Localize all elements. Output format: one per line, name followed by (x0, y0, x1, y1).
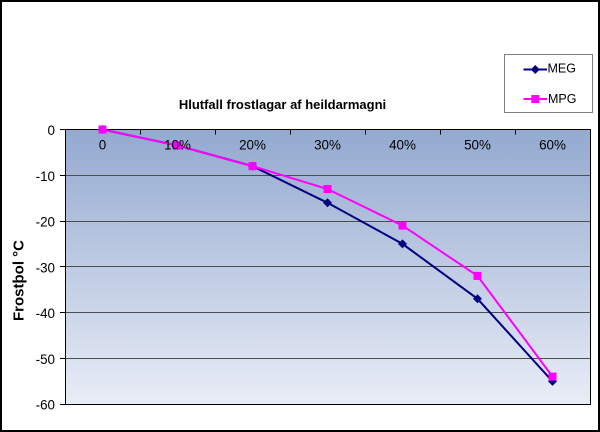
svg-text:-20: -20 (36, 215, 55, 230)
svg-text:30%: 30% (314, 138, 341, 153)
svg-text:50%: 50% (464, 138, 491, 153)
svg-text:0: 0 (48, 123, 55, 138)
svg-text:-50: -50 (36, 352, 55, 367)
svg-text:-60: -60 (36, 398, 55, 413)
svg-text:Frostþol °C: Frostþol °C (11, 240, 28, 321)
svg-text:-40: -40 (36, 306, 55, 321)
svg-text:-30: -30 (36, 260, 55, 275)
svg-text:MEG: MEG (548, 62, 576, 76)
svg-text:10%: 10% (164, 138, 191, 153)
svg-text:20%: 20% (239, 138, 266, 153)
svg-text:60%: 60% (539, 138, 566, 153)
svg-text:0: 0 (99, 138, 106, 153)
svg-text:-10: -10 (36, 169, 55, 184)
svg-text:40%: 40% (389, 138, 416, 153)
svg-text:MPG: MPG (548, 92, 576, 106)
svg-text:Hlutfall frostlagar af heildar: Hlutfall frostlagar af heildarmagni (179, 97, 386, 112)
